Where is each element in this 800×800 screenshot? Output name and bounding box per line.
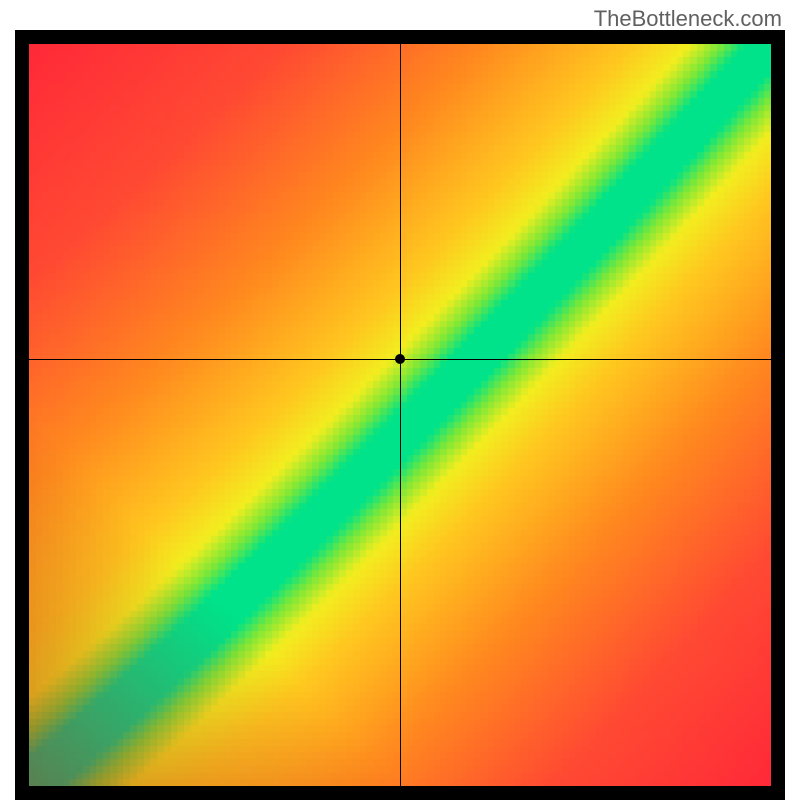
bottleneck-heatmap [15, 30, 785, 800]
crosshair-vertical [400, 44, 401, 786]
watermark-text: TheBottleneck.com [594, 6, 782, 32]
crosshair-marker [395, 354, 405, 364]
heatmap-inner [29, 44, 771, 786]
